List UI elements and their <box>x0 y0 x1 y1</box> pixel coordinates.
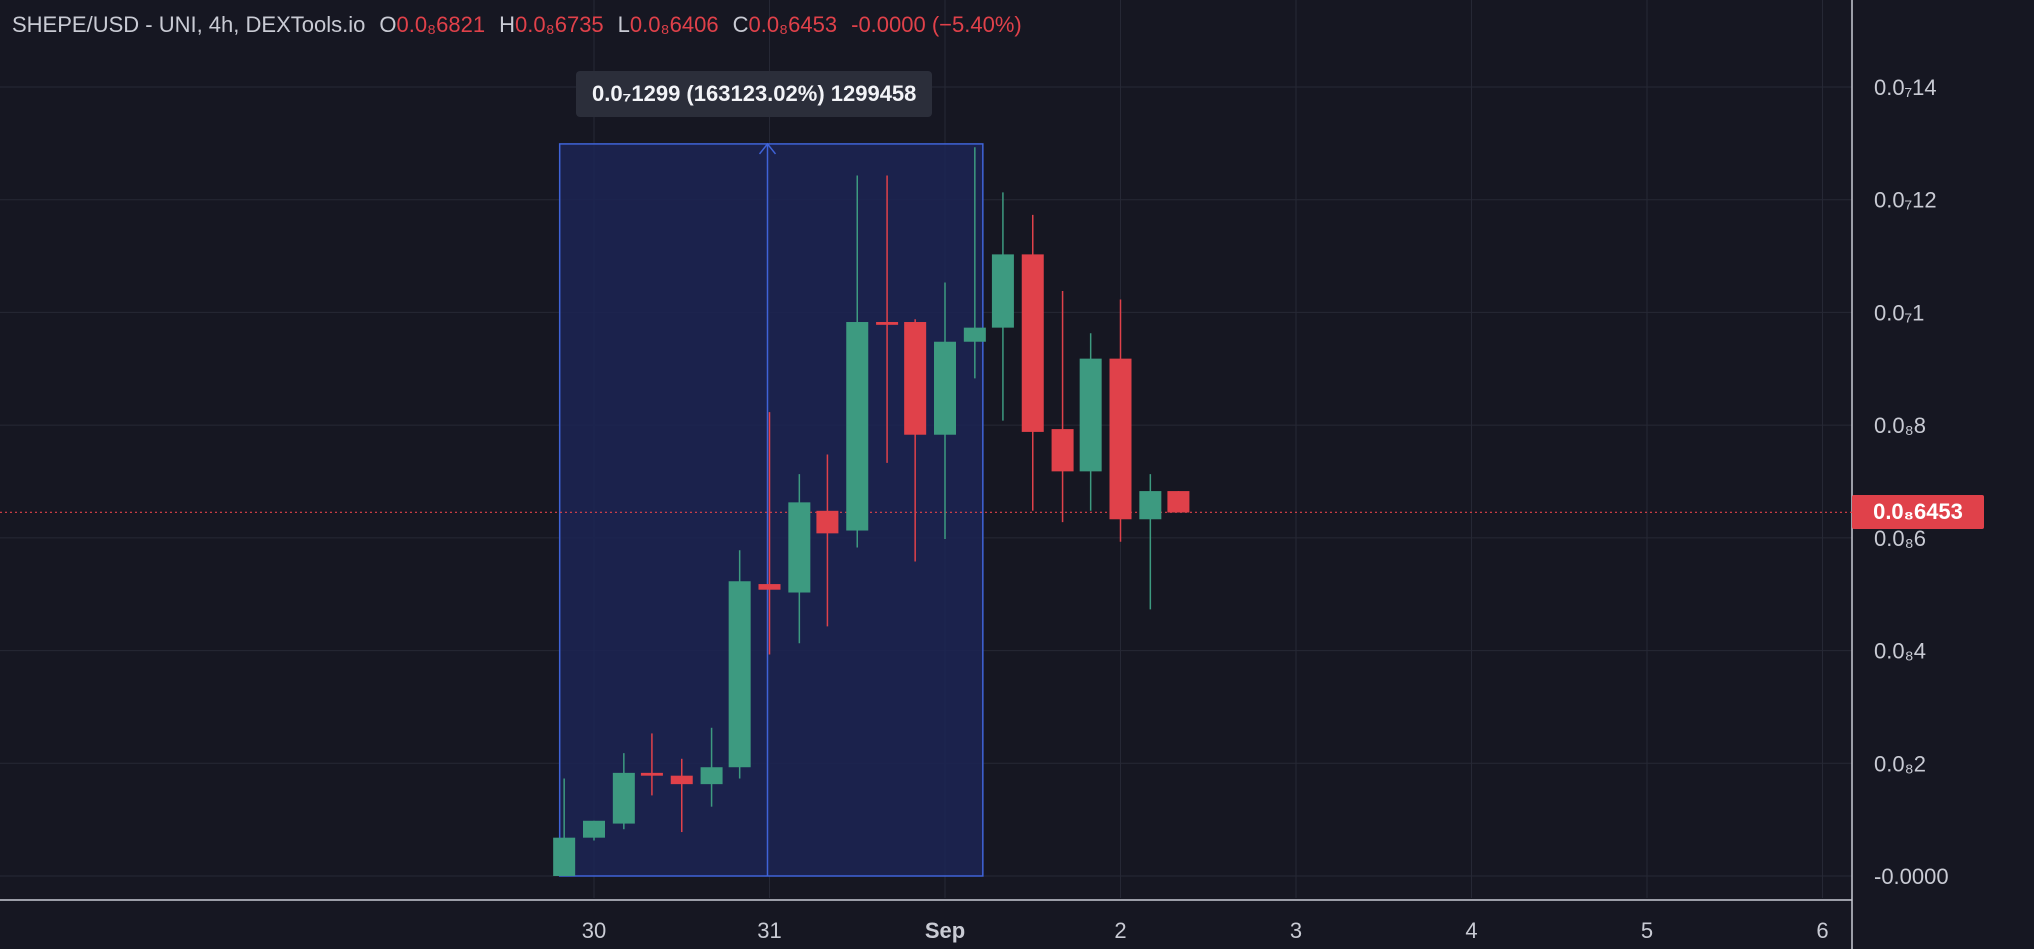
x-tick-label: 5 <box>1641 918 1653 943</box>
candle-body <box>788 502 811 593</box>
open-label: O <box>379 12 397 37</box>
symbol-label: SHEPE/USD - UNI, 4h, DEXTools.io <box>12 12 366 37</box>
candle-body <box>991 254 1014 328</box>
candle-body <box>876 322 899 325</box>
x-tick-label: Sep <box>925 918 965 943</box>
x-tick-label: 4 <box>1465 918 1477 943</box>
y-tick-label: 0.0₇14 <box>1874 75 1937 100</box>
low-value: 0.0₈6406 <box>629 12 719 37</box>
low-label: L <box>617 12 630 37</box>
high-label: H <box>499 12 516 37</box>
candle-body <box>728 581 751 768</box>
y-tick-label: 0.0₈6 <box>1874 526 1926 551</box>
candle-body <box>640 772 663 776</box>
x-tick-label: 31 <box>757 918 781 943</box>
x-tick-label: 30 <box>582 918 606 943</box>
open-value: 0.0₈6821 <box>396 12 486 37</box>
candle-body <box>963 327 986 342</box>
candle-body <box>700 767 723 785</box>
current-price-tag: 0.0₈6453 <box>1852 495 1984 529</box>
y-tick-label: 0.0₇1 <box>1874 300 1924 325</box>
candle-body <box>583 820 605 838</box>
candle-body <box>758 584 781 590</box>
candle-body <box>1051 429 1074 472</box>
measure-box <box>558 143 984 877</box>
x-tick-label: 3 <box>1290 918 1302 943</box>
y-tick-label: 0.0₈8 <box>1874 413 1926 438</box>
x-tick-label: 6 <box>1816 918 1828 943</box>
candle-body <box>553 837 576 876</box>
y-tick-label: 0.0₇12 <box>1874 188 1937 213</box>
change-value: -0.0000 (−5.40%) <box>851 12 1022 37</box>
high-value: 0.0₈6735 <box>515 12 604 37</box>
candle-body <box>934 341 956 435</box>
measure-tooltip: 0.0₇1299 (163123.02%) 1299458 <box>576 71 933 117</box>
candle-body <box>670 775 693 785</box>
close-label: C <box>732 12 749 37</box>
candle-body <box>1167 491 1190 513</box>
chart-header: SHEPE/USD - UNI, 4h, DEXTools.io O 0.0₈6… <box>12 12 1022 38</box>
y-tick-label: -0.0000 <box>1874 864 1949 889</box>
candle-body <box>1139 491 1162 520</box>
measure-arrow-head <box>758 142 777 155</box>
candle-body <box>1079 358 1102 472</box>
candle-body <box>612 772 635 824</box>
y-tick-label: 0.0₈4 <box>1874 639 1926 664</box>
candle-body <box>904 322 927 435</box>
close-value: 0.0₈6453 <box>748 12 838 37</box>
candle-body <box>846 322 869 531</box>
candle-body <box>1109 358 1132 520</box>
x-tick-label: 2 <box>1114 918 1126 943</box>
candle-body <box>1021 254 1044 432</box>
y-tick-label: 0.0₈2 <box>1874 751 1926 776</box>
candle-body <box>816 510 839 534</box>
